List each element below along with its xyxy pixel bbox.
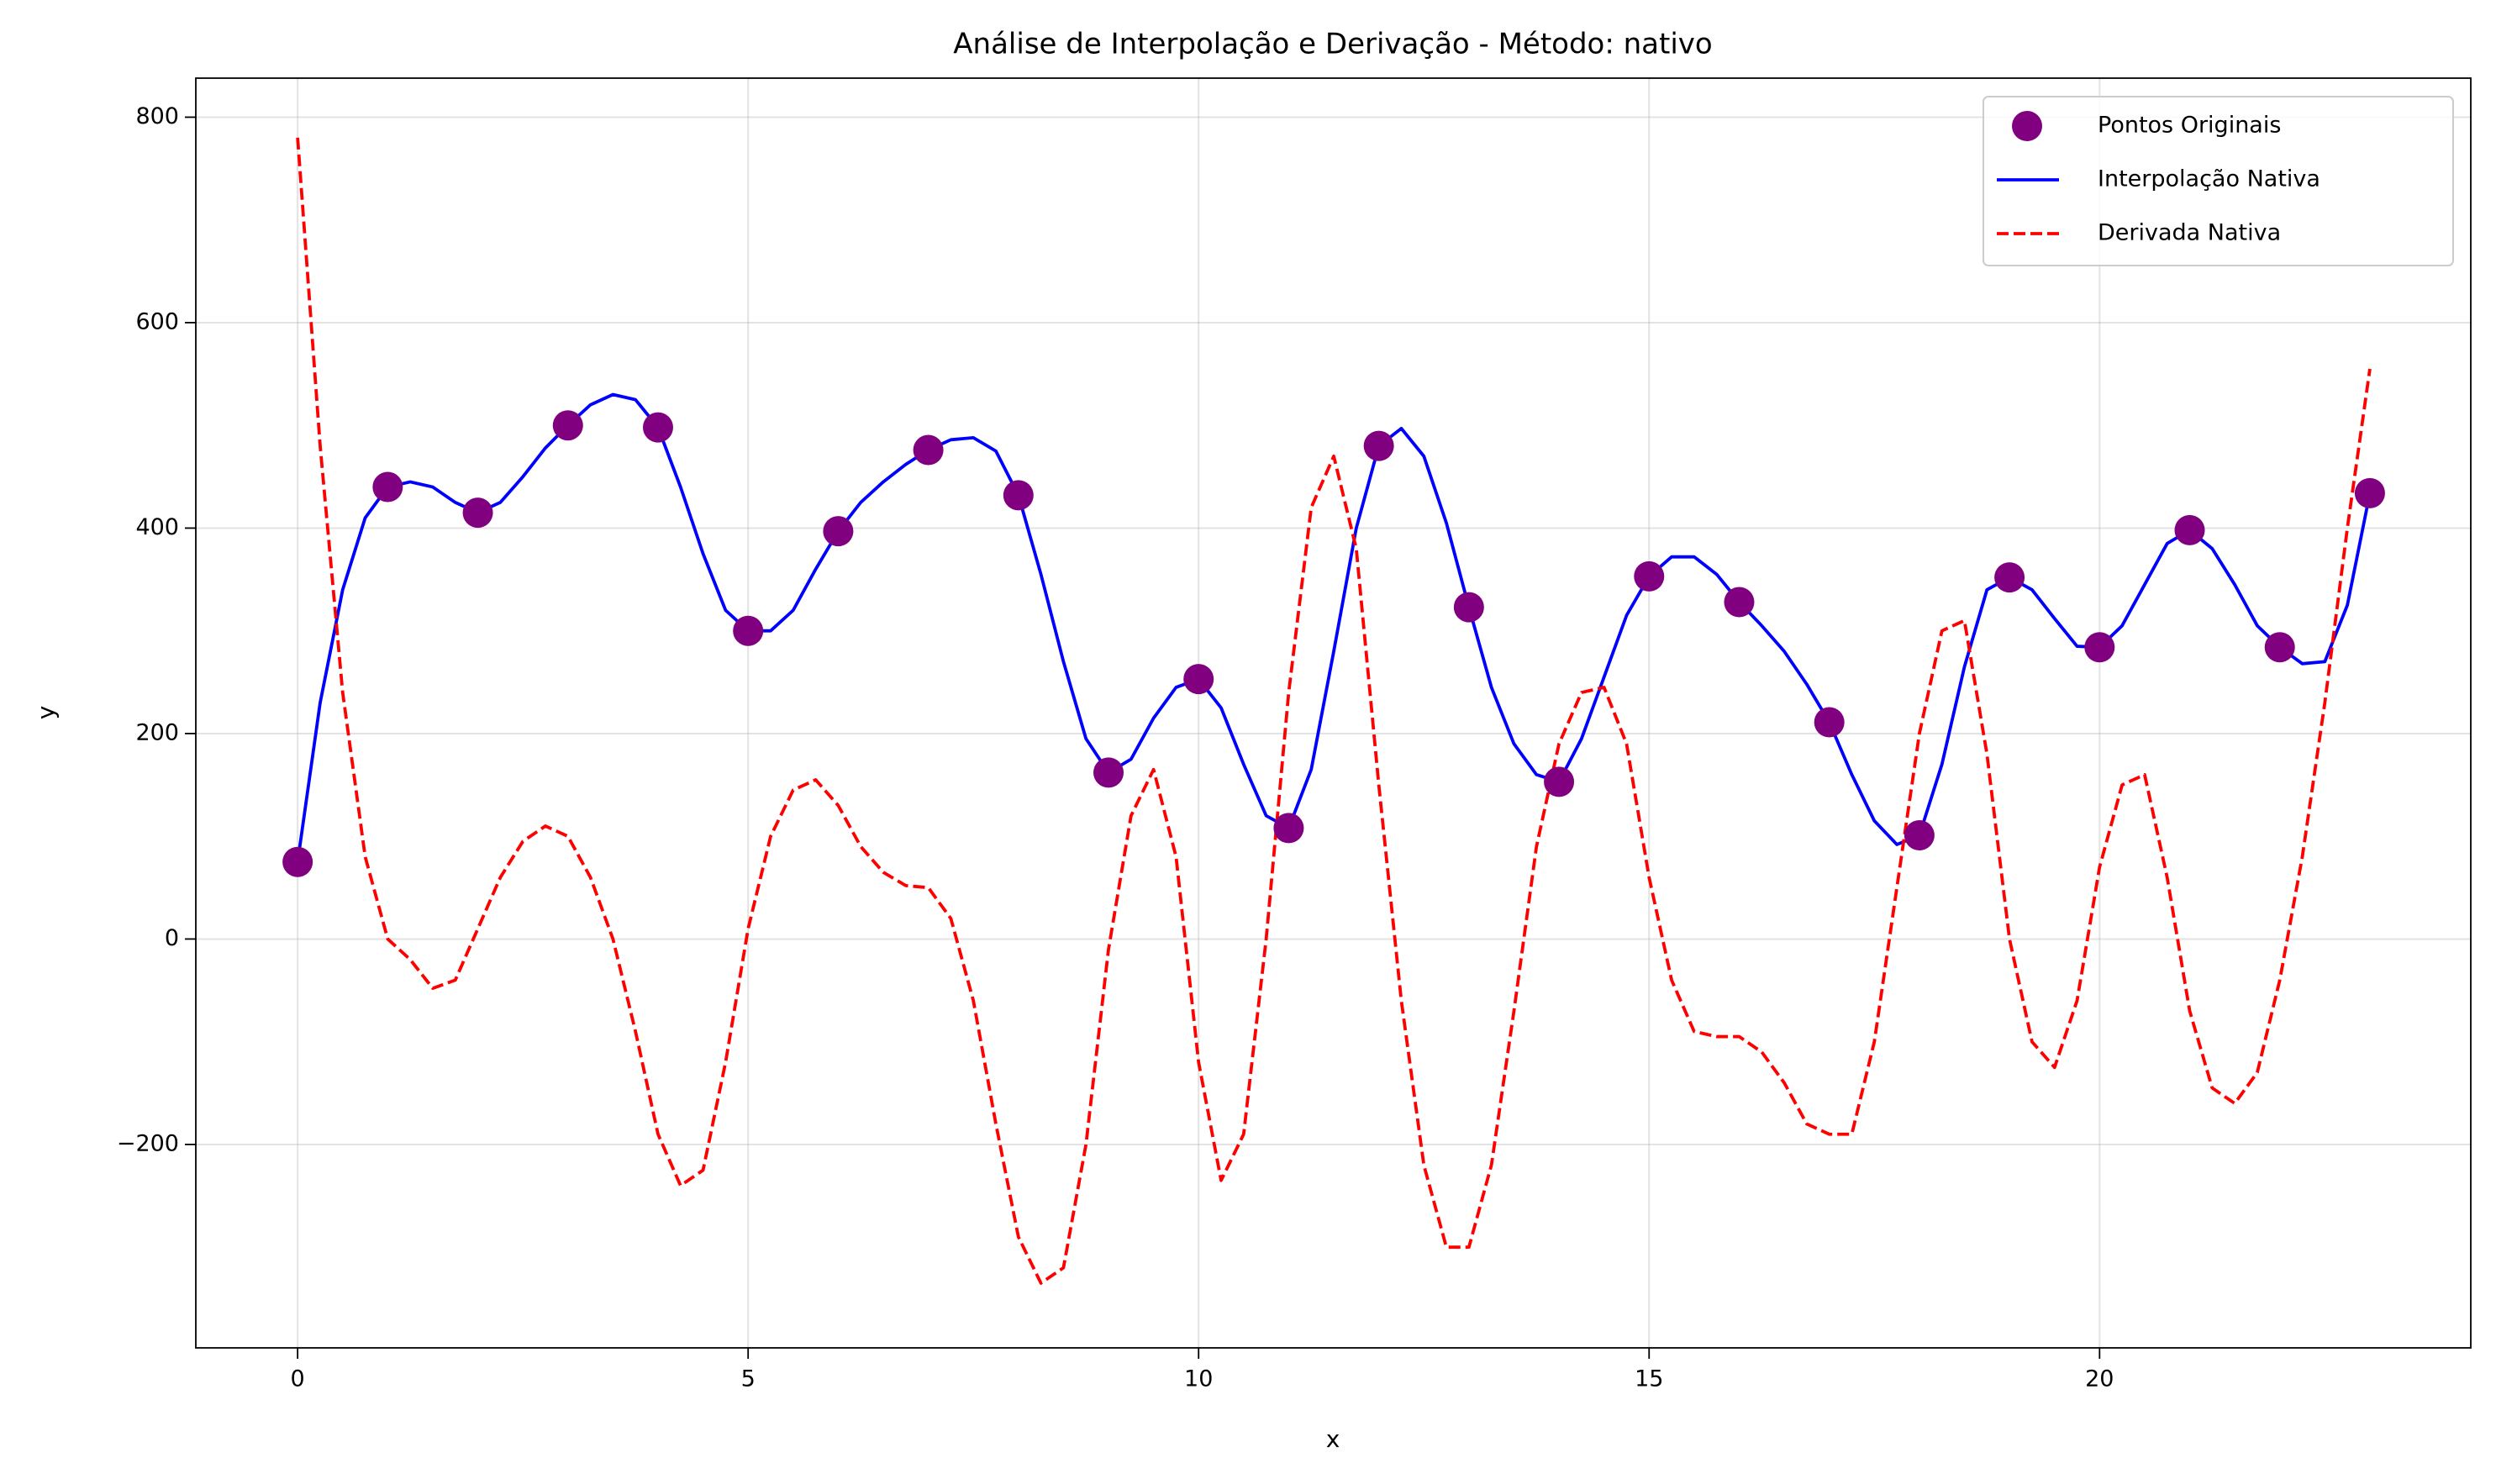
data-point [1273,813,1304,844]
data-point [1814,707,1845,738]
data-point [1904,819,1935,850]
data-point [1544,766,1575,797]
data-point [1093,757,1124,788]
y-tick-label: 400 [135,514,179,540]
y-tick-label: 600 [135,308,179,334]
grid [196,78,2471,1348]
data-point [552,410,583,441]
data-point [2354,477,2385,508]
plot-frame [195,77,2472,1349]
data-point [913,434,944,466]
y-tick-label: 0 [165,925,179,951]
x-axis-label: x [1326,1425,1340,1453]
y-axis-label: y [32,706,60,720]
data-point [733,615,764,646]
data-point [1724,587,1755,618]
legend-box [1983,96,2454,266]
y-tick-label: −200 [117,1130,179,1156]
x-tick-label: 0 [291,1366,305,1392]
data-point [2174,514,2205,545]
data-point [1363,430,1394,461]
y-tick-label: 200 [135,719,179,745]
legend-label: Interpolação Nativa [2098,166,2320,192]
data-point [372,471,403,503]
x-tick-label: 15 [1635,1366,1663,1392]
data-point [642,412,673,443]
data-point [823,516,854,547]
data-line [296,137,2372,1285]
legend-marker [2012,111,2042,141]
data-point [462,497,493,529]
data-point [2264,632,2295,663]
data-point [282,846,313,877]
data-point [2084,632,2115,663]
x-tick-label: 10 [1184,1366,1213,1392]
data-point [1453,592,1484,623]
data-point [1994,562,2025,593]
data-point [1183,664,1214,695]
legend-label: Pontos Originais [2098,113,2281,139]
data-point [1634,560,1665,592]
legend-label: Derivada Nativa [2098,220,2281,246]
data-point [1003,480,1034,511]
y-tick-label: 800 [135,103,179,129]
chart-title: Análise de Interpolação e Derivação - Mé… [953,28,1712,61]
x-tick-label: 5 [741,1366,756,1392]
x-tick-label: 20 [2085,1366,2114,1392]
data-line [296,392,2372,863]
